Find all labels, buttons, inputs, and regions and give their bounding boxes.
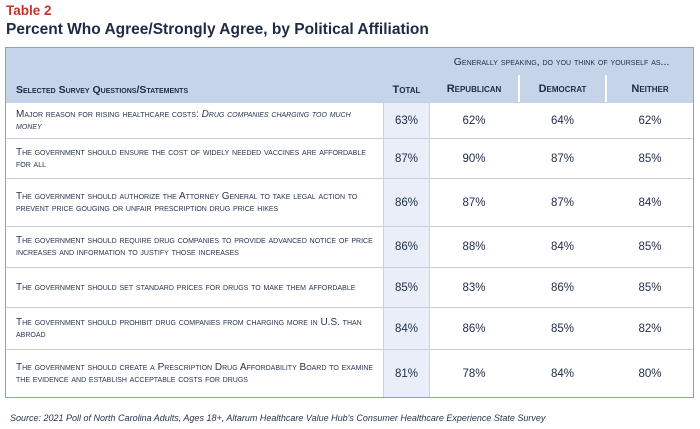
cell-total: 84% (383, 307, 430, 349)
row-question: The government should set standard price… (6, 267, 383, 307)
cell-neither: 84% (607, 178, 694, 226)
cell-republican: 88% (430, 226, 518, 267)
row-question: The government should create a Prescript… (6, 349, 383, 397)
cell-neither: 62% (607, 102, 694, 138)
cell-total: 86% (383, 178, 430, 226)
cell-democrat: 85% (518, 307, 607, 349)
table-row: Major reason for rising healthcare costs… (6, 102, 694, 138)
cell-democrat: 84% (518, 226, 607, 267)
source-note: Source: 2021 Poll of North Carolina Adul… (10, 413, 546, 423)
table-title: Percent Who Agree/Strongly Agree, by Pol… (6, 21, 429, 38)
cell-democrat: 64% (518, 102, 607, 138)
question-emphasis: Drug companies charging too much money (16, 108, 351, 132)
cell-neither: 85% (607, 138, 694, 178)
question-prefix: Major reason for rising healthcare costs… (16, 108, 202, 120)
table-row: The government should authorize the Atto… (6, 178, 694, 226)
table-row: The government should prohibit drug comp… (6, 307, 694, 349)
cell-republican: 90% (430, 138, 518, 178)
cell-democrat: 87% (518, 138, 607, 178)
header-group-span: Generally speaking, do you think of your… (430, 48, 694, 75)
cell-republican: 62% (430, 102, 518, 138)
cell-neither: 82% (607, 307, 694, 349)
header-questions: Selected Survey Questions/Statements (6, 48, 383, 102)
cell-neither: 80% (607, 349, 694, 397)
cell-democrat: 87% (518, 178, 607, 226)
cell-democrat: 86% (518, 267, 607, 307)
cell-republican: 83% (430, 267, 518, 307)
table-row: The government should require drug compa… (6, 226, 694, 267)
survey-table: Selected Survey Questions/Statements Tot… (5, 47, 695, 398)
cell-neither: 85% (607, 226, 694, 267)
row-question: The government should prohibit drug comp… (6, 307, 383, 349)
header-democrat: Democrat (518, 75, 607, 102)
table-row: The government should ensure the cost of… (6, 138, 694, 178)
row-question: The government should authorize the Atto… (6, 178, 383, 226)
row-question: The government should ensure the cost of… (6, 138, 383, 178)
table-label: Table 2 (6, 3, 52, 18)
table-row: The government should set standard price… (6, 267, 694, 307)
row-question: The government should require drug compa… (6, 226, 383, 267)
cell-total: 81% (383, 349, 430, 397)
header-republican: Republican (430, 75, 518, 102)
cell-democrat: 84% (518, 349, 607, 397)
cell-total: 85% (383, 267, 430, 307)
cell-republican: 78% (430, 349, 518, 397)
header-total: Total (383, 48, 430, 102)
cell-republican: 86% (430, 307, 518, 349)
cell-republican: 87% (430, 178, 518, 226)
header-neither: Neither (607, 75, 694, 102)
row-question: Major reason for rising healthcare costs… (6, 102, 383, 138)
cell-total: 63% (383, 102, 430, 138)
cell-total: 86% (383, 226, 430, 267)
table-row: The government should create a Prescript… (6, 349, 694, 397)
cell-total: 87% (383, 138, 430, 178)
cell-neither: 85% (607, 267, 694, 307)
